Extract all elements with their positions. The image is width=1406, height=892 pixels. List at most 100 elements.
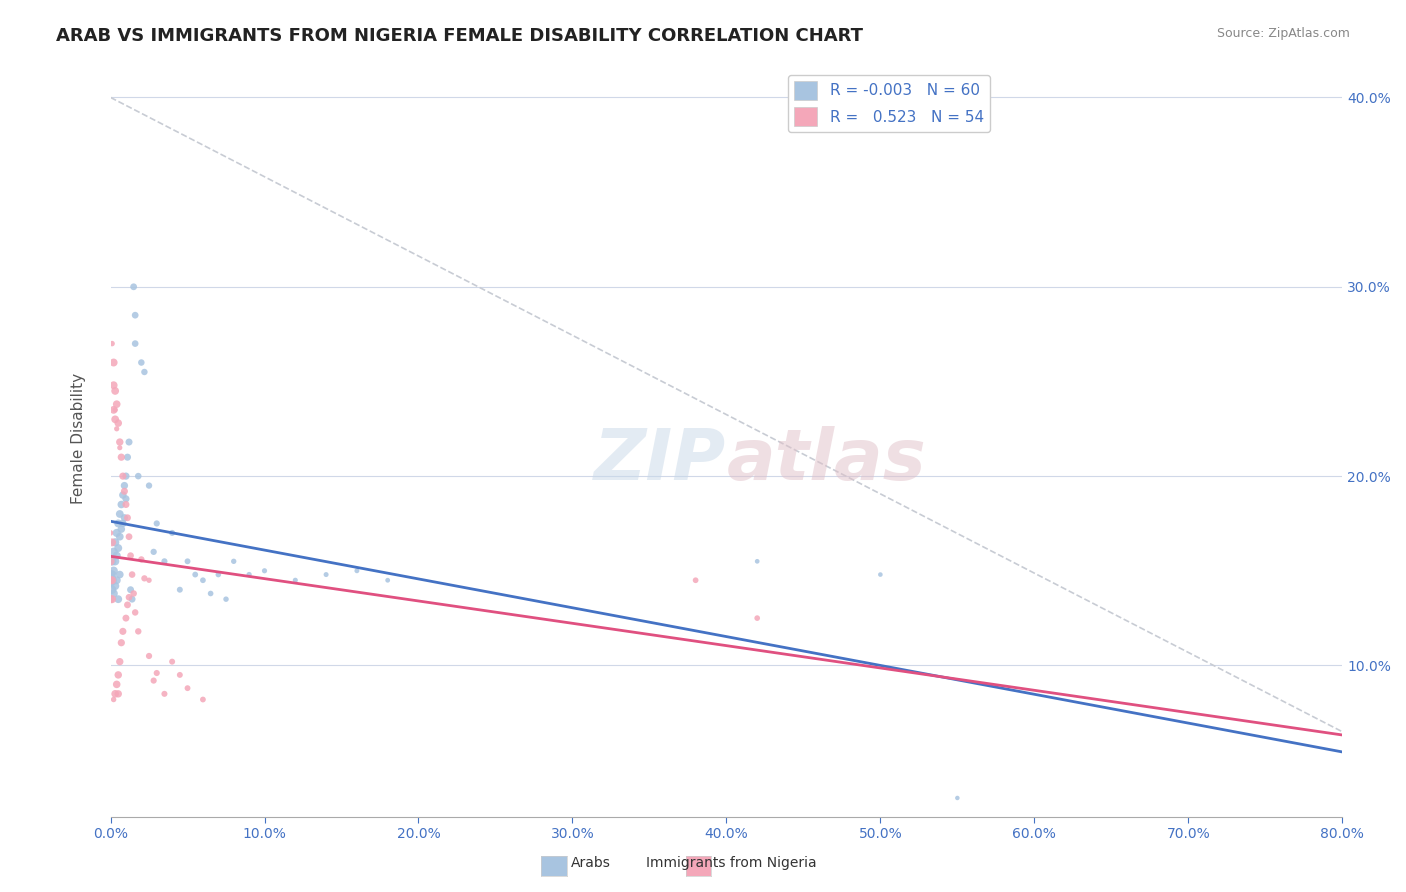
Point — [112, 484, 135, 499]
Point — [191, 574, 214, 588]
Point — [107, 592, 129, 607]
Point — [104, 687, 127, 701]
Point — [110, 636, 132, 650]
Point — [104, 579, 127, 593]
Point — [169, 582, 191, 597]
Point — [145, 666, 167, 681]
Point — [103, 564, 125, 578]
Point — [747, 611, 769, 625]
Point — [118, 530, 141, 544]
Point — [108, 441, 131, 455]
Point — [138, 574, 160, 588]
Point — [869, 567, 891, 582]
Point — [101, 592, 124, 607]
Point — [104, 535, 127, 549]
Point — [103, 692, 125, 706]
Point — [101, 554, 124, 568]
Point — [100, 525, 122, 540]
Point — [108, 530, 131, 544]
Point — [111, 469, 134, 483]
Point — [160, 525, 183, 540]
Point — [127, 469, 149, 483]
Point — [111, 488, 134, 502]
Point — [105, 574, 128, 588]
Point — [108, 655, 131, 669]
Point — [100, 592, 122, 607]
Point — [117, 450, 139, 465]
Point — [215, 592, 238, 607]
Point — [134, 571, 156, 585]
Text: atlas: atlas — [727, 426, 927, 495]
Point — [105, 422, 128, 436]
Point — [107, 668, 129, 682]
Point — [315, 567, 337, 582]
Point — [104, 384, 127, 398]
Point — [105, 677, 128, 691]
Point — [145, 516, 167, 531]
Point — [284, 574, 307, 588]
Point — [101, 535, 124, 549]
Point — [105, 397, 128, 411]
Text: ZIP: ZIP — [595, 426, 727, 495]
Point — [117, 598, 139, 612]
Text: Source: ZipAtlas.com: Source: ZipAtlas.com — [1216, 27, 1350, 40]
Y-axis label: Female Disability: Female Disability — [72, 373, 86, 504]
Point — [346, 564, 368, 578]
Point — [110, 498, 132, 512]
Point — [377, 574, 399, 588]
Point — [103, 355, 125, 369]
Point — [238, 567, 260, 582]
Point — [138, 478, 160, 492]
Point — [153, 554, 176, 568]
Point — [134, 365, 156, 379]
Point — [184, 567, 207, 582]
Point — [112, 478, 135, 492]
Point — [122, 280, 145, 294]
Point — [946, 791, 969, 805]
Point — [100, 574, 122, 588]
Point — [117, 510, 139, 524]
Point — [115, 469, 138, 483]
Point — [101, 336, 124, 351]
Point — [120, 549, 142, 563]
Point — [104, 554, 127, 568]
Point — [110, 450, 132, 465]
Point — [127, 624, 149, 639]
Point — [176, 554, 198, 568]
Point — [176, 681, 198, 695]
Point — [142, 545, 165, 559]
Point — [169, 668, 191, 682]
Point — [142, 673, 165, 688]
Point — [138, 648, 160, 663]
Point — [108, 435, 131, 450]
Text: ARAB VS IMMIGRANTS FROM NIGERIA FEMALE DISABILITY CORRELATION CHART: ARAB VS IMMIGRANTS FROM NIGERIA FEMALE D… — [56, 27, 863, 45]
Point — [108, 567, 131, 582]
Point — [200, 586, 222, 600]
Point — [111, 624, 134, 639]
Point — [118, 591, 141, 605]
Point — [101, 582, 124, 597]
Point — [110, 522, 132, 536]
Point — [747, 554, 769, 568]
Point — [191, 692, 214, 706]
Point — [115, 498, 138, 512]
Point — [121, 567, 143, 582]
Point — [121, 592, 143, 607]
Point — [101, 567, 124, 582]
Point — [100, 574, 122, 588]
Point — [153, 687, 176, 701]
Point — [107, 541, 129, 555]
Point — [124, 606, 146, 620]
Point — [103, 402, 125, 417]
Point — [103, 378, 125, 392]
Point — [124, 336, 146, 351]
Point — [122, 586, 145, 600]
Point — [118, 435, 141, 450]
Point — [207, 567, 229, 582]
Point — [101, 574, 124, 588]
Point — [115, 491, 138, 506]
Point — [103, 586, 125, 600]
Legend: R = -0.003   N = 60, R =   0.523   N = 54: R = -0.003 N = 60, R = 0.523 N = 54 — [789, 75, 990, 132]
Text: Arabs: Arabs — [571, 855, 610, 870]
Point — [111, 516, 134, 531]
